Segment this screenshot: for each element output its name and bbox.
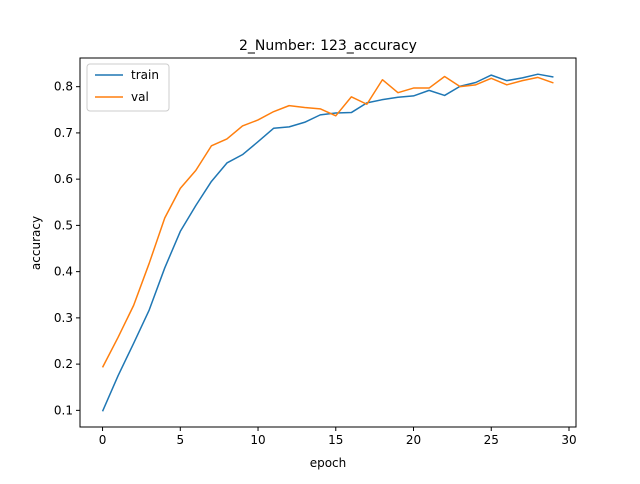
y-tick-label: 0.2 <box>54 357 73 371</box>
y-tick-label: 0.3 <box>54 311 73 325</box>
x-tick-label: 0 <box>99 433 107 447</box>
x-tick-label: 25 <box>484 433 499 447</box>
y-tick-label: 0.7 <box>54 126 73 140</box>
x-axis-label: epoch <box>310 456 347 470</box>
axis-ticks: 0 5 10 15 20 25 30 0.1 0.2 0.3 0.4 0.5 0.6 0.7 0.8 <box>54 80 577 447</box>
y-tick-label: 0.1 <box>54 403 73 417</box>
x-tick-label: 20 <box>406 433 421 447</box>
plot-area <box>101 73 554 412</box>
y-tick-label: 0.6 <box>54 172 73 186</box>
legend-label-val: val <box>131 90 149 104</box>
series-line-val <box>101 75 554 368</box>
x-tick-label: 10 <box>250 433 265 447</box>
y-tick-label: 0.5 <box>54 218 73 232</box>
x-tick-label: 15 <box>328 433 343 447</box>
series-line-train <box>101 73 554 412</box>
y-tick-label: 0.8 <box>54 80 73 94</box>
x-tick-label: 5 <box>176 433 184 447</box>
y-axis-label: accuracy <box>29 216 43 270</box>
chart-title: 2_Number: 123_accuracy <box>239 38 417 54</box>
legend: train val <box>86 63 170 112</box>
axes-frame <box>79 57 577 428</box>
legend-label-train: train <box>131 68 159 82</box>
y-tick-label: 0.4 <box>54 265 73 279</box>
x-tick-label: 30 <box>561 433 576 447</box>
